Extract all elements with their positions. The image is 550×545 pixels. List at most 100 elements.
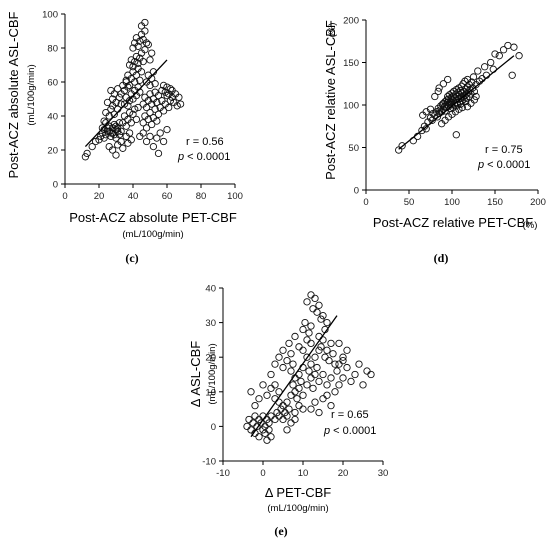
data-point xyxy=(323,318,331,327)
data-point xyxy=(153,117,161,125)
y-tick-label: 150 xyxy=(343,58,359,69)
data-point xyxy=(285,405,293,413)
data-point xyxy=(299,346,307,354)
data-point xyxy=(134,42,142,50)
data-point xyxy=(355,360,363,368)
data-point xyxy=(481,63,489,71)
y-axis-unit: (%) xyxy=(327,23,338,38)
data-point xyxy=(487,58,495,67)
data-point xyxy=(112,125,120,134)
x-axis-unit: (%) xyxy=(523,220,538,231)
data-point xyxy=(491,50,499,58)
data-point xyxy=(131,78,139,86)
data-point xyxy=(291,332,299,341)
data-point xyxy=(339,357,347,365)
data-point xyxy=(107,129,115,137)
data-point xyxy=(159,107,168,115)
data-point xyxy=(319,370,327,379)
data-point xyxy=(315,301,323,309)
data-point xyxy=(141,18,149,27)
data-point xyxy=(154,91,163,100)
data-point xyxy=(287,350,295,358)
data-point xyxy=(469,73,478,81)
data-point xyxy=(154,149,163,158)
data-point xyxy=(117,137,125,146)
scatter-panel-e: -10 0 10 20 30 -10 0 10 20 30 40 Δ PET-CBF (mL/10… xyxy=(188,284,388,539)
x-ticks: -10 0 10 20 30 xyxy=(216,461,388,479)
data-point xyxy=(173,102,181,110)
data-point xyxy=(142,137,151,146)
data-point xyxy=(504,41,512,50)
data-point xyxy=(142,103,151,112)
data-point xyxy=(251,412,259,420)
data-point xyxy=(418,126,426,135)
data-point xyxy=(141,27,149,35)
data-point xyxy=(110,110,118,118)
data-point xyxy=(107,132,115,141)
data-point xyxy=(462,97,470,106)
y-ticks: 0 20 40 60 80 100 xyxy=(42,10,65,191)
y-tick-label: 80 xyxy=(47,44,58,55)
y-tick-label: 20 xyxy=(205,353,216,364)
data-point xyxy=(323,346,331,354)
data-point xyxy=(142,124,151,132)
data-point xyxy=(331,388,339,396)
data-point xyxy=(146,81,154,90)
data-point xyxy=(136,132,144,141)
data-point xyxy=(444,75,452,84)
data-point xyxy=(105,127,113,135)
data-point xyxy=(100,117,108,125)
y-tick-label: 50 xyxy=(348,143,359,154)
data-point xyxy=(114,85,122,93)
data-point xyxy=(154,110,163,118)
data-point xyxy=(98,124,107,132)
plot-points xyxy=(243,291,375,444)
plot-points xyxy=(81,18,185,161)
x-axis-label: Δ PET-CBF xyxy=(265,485,332,500)
p-value: p < 0.0001 xyxy=(477,159,530,171)
data-point xyxy=(125,129,134,137)
data-point xyxy=(335,381,343,389)
data-point xyxy=(245,415,253,424)
y-tick-label: 0 xyxy=(354,186,359,197)
y-tick-label: -10 xyxy=(202,457,216,468)
panel-label-e: (e) xyxy=(274,524,287,538)
data-point xyxy=(307,322,315,330)
data-point xyxy=(120,100,129,108)
data-point xyxy=(307,360,315,368)
x-tick-label: 80 xyxy=(196,191,207,202)
data-point xyxy=(112,151,120,159)
data-point xyxy=(163,91,171,100)
scatter-panel-c: 0 20 40 60 80 100 0 20 40 60 80 100 Post-ACZ absol… xyxy=(6,10,243,266)
x-tick-label: 0 xyxy=(62,191,67,202)
data-point xyxy=(158,86,166,95)
data-point xyxy=(108,95,117,103)
y-axis-unit: (mL/100g/min) xyxy=(207,343,218,404)
data-point xyxy=(124,83,132,91)
data-point xyxy=(132,52,141,61)
x-tick-label: 100 xyxy=(227,191,243,202)
data-point xyxy=(251,401,259,410)
data-point xyxy=(426,105,435,113)
p-value: p < 0.0001 xyxy=(323,425,376,437)
data-point xyxy=(327,401,335,410)
data-point xyxy=(166,97,175,105)
data-point xyxy=(303,298,311,306)
data-point xyxy=(289,360,297,368)
data-point xyxy=(347,377,355,386)
data-point xyxy=(439,80,448,88)
data-point xyxy=(299,391,307,399)
y-axis-unit: (mL/100g/min) xyxy=(26,64,37,125)
data-point xyxy=(343,346,351,354)
data-point xyxy=(510,43,518,51)
data-point xyxy=(115,131,124,139)
data-point xyxy=(271,415,279,424)
data-point xyxy=(335,360,343,368)
x-axis-label: Post-ACZ relative PET-CBF xyxy=(373,215,533,230)
data-point xyxy=(279,415,287,424)
data-point xyxy=(283,357,291,365)
x-tick-label: 50 xyxy=(404,197,415,208)
data-point xyxy=(398,142,406,150)
data-point xyxy=(139,57,147,66)
data-point xyxy=(91,137,100,146)
